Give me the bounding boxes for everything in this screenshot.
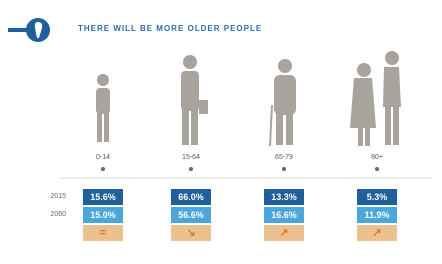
age-label: 15-64 [166,154,216,161]
value-box: 56.6% [171,207,211,223]
value-box: 15.0% [83,207,123,223]
title: THERE WILL BE MORE OLDER PEOPLE [78,24,262,33]
value-box: 15.6% [83,189,123,205]
trend-box: = [83,225,123,241]
value-box: 66.0% [171,189,211,205]
trend-box: ↘ [171,225,211,241]
infographic: THERE WILL BE MORE OLDER PEOPLE 2015 2060… [0,0,442,264]
year-label: 2015 [36,193,66,200]
age-label: 80+ [352,154,402,161]
value-box: 16.6% [264,207,304,223]
year-label: 2060 [36,211,66,218]
value-box: 5.3% [357,189,397,205]
silhouettes [96,51,401,146]
value-box: 11.9% [357,207,397,223]
dot [375,167,379,171]
value-box: 13.3% [264,189,304,205]
trend-box: ↗ [357,225,397,241]
dot [189,167,193,171]
age-label: 0-14 [78,154,128,161]
trend-box: ↗ [264,225,304,241]
dot [101,167,105,171]
age-label: 65-79 [259,154,309,161]
dot [282,167,286,171]
